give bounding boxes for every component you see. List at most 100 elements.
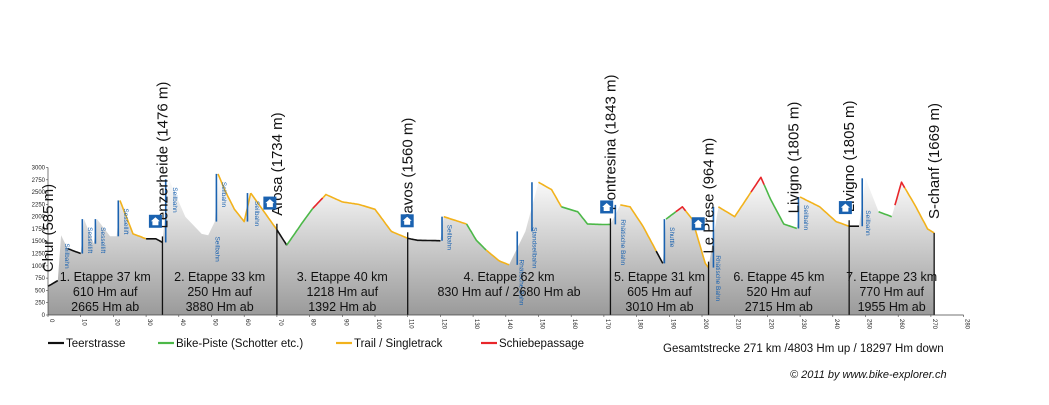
x-tick-label: 90	[342, 319, 348, 326]
stage-info-line: 3. Etappe 40 km	[297, 270, 388, 284]
route-segment	[620, 204, 657, 252]
x-tick-label: 190	[669, 319, 675, 330]
hut-icon-house	[693, 219, 703, 228]
lift-label: Seilbahn	[864, 210, 871, 236]
stage-info-line: 2715 Hm ab	[745, 300, 813, 314]
x-tick-label: 10	[81, 319, 87, 326]
x-tick-label: 70	[277, 319, 283, 326]
stage-info-line: 605 Hm auf	[627, 285, 692, 299]
x-tick-label: 130	[473, 319, 479, 330]
route-segment	[750, 176, 765, 193]
profile-area	[48, 173, 935, 315]
route-segment	[655, 250, 664, 264]
place-label: Livigno (1805 m)	[841, 101, 858, 213]
y-tick-label: 750	[35, 276, 46, 282]
lift-label: Seilbahn	[446, 225, 453, 251]
hut-icon	[600, 200, 614, 214]
x-tick-label: 200	[702, 319, 708, 330]
route-segment	[443, 215, 467, 225]
y-tick-label: 1500	[32, 239, 46, 245]
x-tick-label: 250	[866, 319, 872, 330]
x-tick-label: 230	[800, 319, 806, 330]
lift-label: Sessellift	[86, 227, 93, 253]
x-tick-label: 110	[408, 319, 414, 329]
legend-label: Trail / Singletrack	[354, 338, 443, 350]
stage-info-line: 770 Hm auf	[859, 285, 924, 299]
place-label: Lenzerheide (1476 m)	[154, 82, 171, 229]
stage-info-line: 7. Etappe 23 km	[846, 270, 937, 284]
y-tick-label: 2750	[32, 178, 46, 184]
x-tick-label: 170	[604, 319, 610, 330]
x-tick-label: 150	[539, 319, 545, 330]
total-summary: Gesamtstrecke 271 km /4803 Hm up / 18297…	[663, 343, 944, 355]
stage-info-line: 2. Etappe 33 km	[174, 270, 265, 284]
x-tick-label: 80	[310, 319, 316, 326]
stage-info-line: 250 Hm auf	[187, 285, 252, 299]
x-tick-label: 40	[179, 319, 185, 326]
x-tick-label: 100	[375, 319, 381, 330]
lift-label: Rhätische Bahn	[518, 259, 525, 305]
stage-info-line: 5. Etappe 31 km	[614, 270, 705, 284]
y-tick-label: 2000	[32, 215, 46, 221]
place-label: Davos (1560 m)	[400, 118, 417, 225]
lift-label: Sessellift	[122, 208, 129, 234]
x-tick-label: 160	[571, 319, 577, 330]
stage-info-line: 3880 Hm ab	[186, 300, 254, 314]
route-segment	[286, 207, 314, 246]
route-segment	[763, 184, 798, 230]
x-tick-label: 210	[735, 319, 741, 330]
route-segment	[312, 197, 324, 209]
lift-label: Seilbahn	[802, 205, 809, 231]
route-segment	[684, 210, 710, 269]
lift-label: Seilbahn	[214, 236, 221, 262]
lift-label: Sessellift	[99, 227, 106, 253]
stage-lines-layer	[161, 218, 935, 315]
stage-info-line: 1. Etappe 37 km	[60, 270, 151, 284]
lift-label: Seilbahn	[220, 182, 227, 208]
route-segment	[465, 223, 487, 251]
y-tick-label: 1250	[32, 252, 46, 258]
place-label: Livigno (1805 m)	[786, 102, 803, 214]
route-segment	[119, 200, 147, 240]
hut-icon	[148, 214, 162, 228]
lift-label: Rhätische Bahn	[619, 219, 626, 265]
route-segment	[322, 193, 409, 240]
route-segment	[407, 237, 441, 242]
x-tick-label: 0	[48, 319, 54, 323]
route-segment	[276, 229, 288, 246]
lift-label: Seilbahn	[63, 243, 70, 269]
hut-icon	[263, 196, 277, 210]
place-label: Chur (585 m)	[40, 184, 57, 272]
route-segment	[675, 206, 687, 213]
hut-icon-house	[265, 199, 275, 208]
legend-label: Schiebepassage	[499, 338, 584, 350]
stage-info-line: 6. Etappe 45 km	[733, 270, 824, 284]
route-segment	[538, 181, 563, 208]
stage-info-line: 610 Hm auf	[73, 285, 138, 299]
place-label: Pontresina (1843 m)	[602, 74, 619, 210]
hut-icon	[838, 201, 852, 215]
y-tick-label: 1750	[32, 227, 46, 233]
x-tick-label: 140	[506, 319, 512, 330]
lift-label: Rhätische Bahn	[714, 255, 721, 301]
x-tick-label: 180	[637, 319, 643, 330]
legend-label: Teerstrasse	[66, 338, 125, 350]
hut-icon-house	[402, 216, 412, 225]
x-tick-label: 220	[767, 319, 773, 330]
x-tick-label: 60	[244, 319, 250, 326]
route-segment	[799, 196, 850, 227]
place-label: S-chanf (1669 m)	[926, 103, 943, 219]
x-tick-label: 120	[440, 319, 446, 330]
hut-icon	[691, 217, 705, 231]
legend-label: Bike-Piste (Schotter etc.)	[176, 338, 303, 350]
route-segment	[878, 210, 893, 218]
stage-info-line: 1218 Hm auf	[307, 285, 379, 299]
x-tick-label: 30	[146, 319, 152, 326]
route-segment	[47, 279, 59, 287]
route-segments-layer	[47, 173, 935, 287]
x-tick-label: 50	[212, 319, 218, 326]
x-tick-label: 280	[964, 319, 970, 330]
hut-icon-house	[150, 217, 160, 226]
route-segment	[665, 211, 677, 220]
